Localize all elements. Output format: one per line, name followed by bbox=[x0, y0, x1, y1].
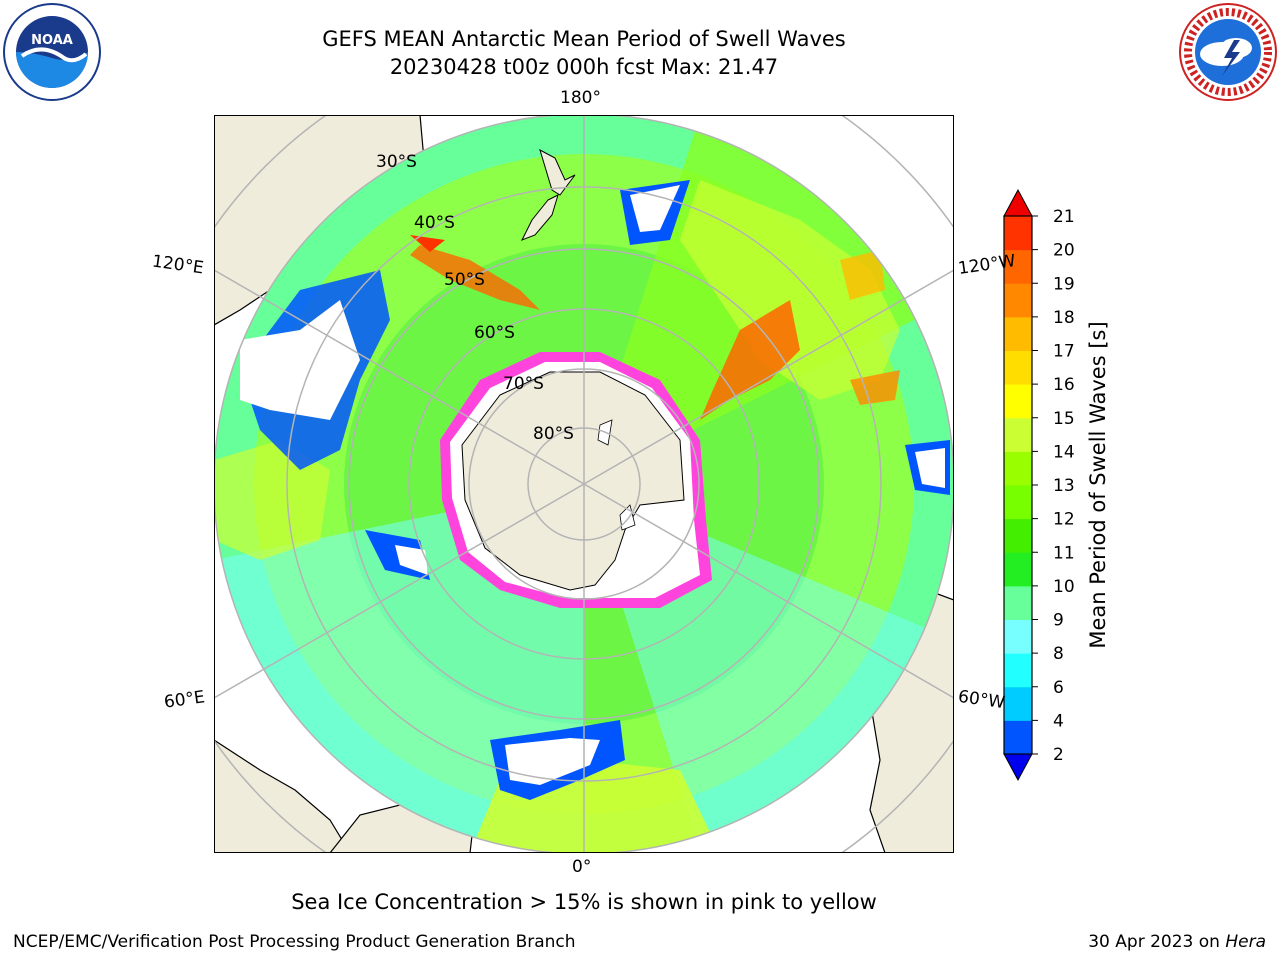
colorbar-segment bbox=[1004, 518, 1032, 553]
chart-title: GEFS MEAN Antarctic Mean Period of Swell… bbox=[322, 27, 846, 51]
colorbar-segment bbox=[1004, 316, 1032, 351]
sea-ice-note: Sea Ice Concentration > 15% is shown in … bbox=[291, 890, 877, 914]
colorbar-tick-label: 17 bbox=[1053, 342, 1075, 362]
footer-date-text: 30 Apr 2023 on bbox=[1088, 932, 1220, 952]
latitude-label-30s: 30°S bbox=[376, 152, 417, 172]
colorbar-segment bbox=[1004, 216, 1032, 251]
colorbar-segment bbox=[1004, 585, 1032, 620]
colorbar-tick-label: 10 bbox=[1053, 577, 1075, 597]
colorbar: 2 4 6 8 9 10 11 12 13 14 15 16 17 18 19 20 21 bbox=[1003, 188, 1075, 782]
colorbar-tick-label: 8 bbox=[1053, 644, 1064, 664]
colorbar-segment bbox=[1004, 686, 1032, 721]
colorbar-tick-label: 14 bbox=[1053, 442, 1075, 462]
colorbar-segment bbox=[1004, 552, 1032, 587]
colorbar-segment bbox=[1004, 485, 1032, 520]
colorbar-segment bbox=[1004, 451, 1032, 486]
noaa-logo-text: NOAA bbox=[31, 33, 73, 48]
latitude-label-50s: 50°S bbox=[444, 270, 485, 290]
colorbar-tick-label: 9 bbox=[1053, 611, 1064, 631]
colorbar-tick-label: 2 bbox=[1053, 745, 1064, 765]
meridian-label-0: 0° bbox=[572, 857, 592, 877]
latitude-label-80s: 80°S bbox=[533, 424, 574, 444]
latitude-label-70s: 70°S bbox=[503, 374, 544, 394]
colorbar-tick-label: 15 bbox=[1053, 409, 1075, 429]
colorbar-segment bbox=[1004, 249, 1032, 284]
colorbar-tick-label: 4 bbox=[1053, 711, 1064, 731]
footer-credit: NCEP/EMC/Verification Post Processing Pr… bbox=[13, 932, 576, 952]
colorbar-tick-label: 19 bbox=[1053, 274, 1075, 294]
colorbar-tick-label: 18 bbox=[1053, 308, 1075, 328]
new-zealand bbox=[520, 148, 576, 241]
colorbar-segment bbox=[1004, 417, 1032, 452]
national-weather-service-logo-icon bbox=[1179, 3, 1277, 101]
colorbar-segment bbox=[1004, 619, 1032, 654]
colorbar-label: Mean Period of Swell Waves [s] bbox=[1086, 321, 1110, 649]
colorbar-segment bbox=[1004, 283, 1032, 318]
colorbar-tick-label: 6 bbox=[1053, 678, 1064, 698]
colorbar-tick-label: 11 bbox=[1053, 543, 1075, 563]
colorbar-tick-label: 12 bbox=[1053, 510, 1075, 530]
footer-date: 30 Apr 2023 on Hera bbox=[1088, 932, 1266, 952]
footer-machine: Hera bbox=[1225, 932, 1266, 952]
colorbar-over-arrow bbox=[1003, 188, 1033, 217]
latitude-label-40s: 40°S bbox=[414, 213, 455, 233]
colorbar-segment bbox=[1004, 350, 1032, 385]
colorbar-tick-label: 13 bbox=[1053, 476, 1075, 496]
latitude-label-60s: 60°S bbox=[474, 323, 515, 343]
colorbar-under-arrow bbox=[1003, 753, 1033, 782]
colorbar-tick-label: 21 bbox=[1053, 207, 1075, 227]
meridian-label-180: 180° bbox=[560, 88, 601, 108]
colorbar-tick-label: 16 bbox=[1053, 375, 1075, 395]
noaa-logo-icon: NOAA bbox=[3, 3, 101, 101]
colorbar-segment bbox=[1004, 653, 1032, 688]
colorbar-tick-label: 20 bbox=[1053, 241, 1075, 261]
colorbar-segment bbox=[1004, 384, 1032, 419]
graticule bbox=[214, 115, 954, 853]
colorbar-segment bbox=[1004, 720, 1032, 755]
chart-subtitle: 20230428 t00z 000h fcst Max: 21.47 bbox=[389, 55, 779, 79]
